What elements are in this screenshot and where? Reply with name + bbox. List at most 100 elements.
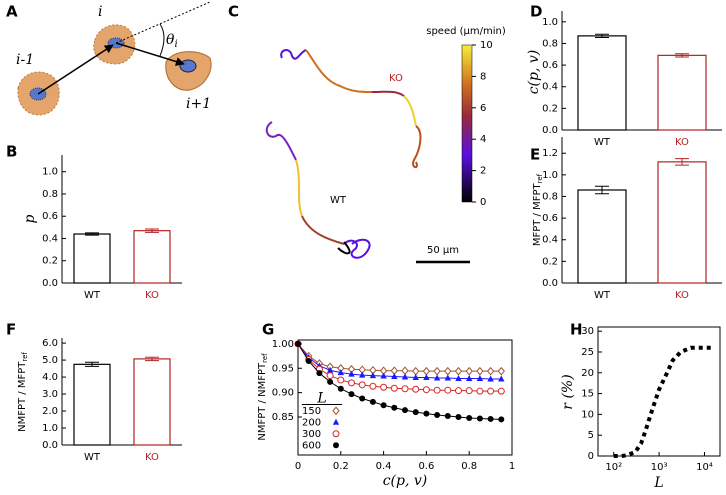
trajectory bbox=[295, 159, 303, 217]
angle-subscript: i bbox=[174, 39, 177, 50]
x-tick-label: WT bbox=[84, 452, 101, 463]
y-tick-label: 1.0 bbox=[42, 423, 58, 434]
y-tick-label: 3.0 bbox=[42, 389, 58, 400]
plot-frame bbox=[297, 339, 513, 456]
marker bbox=[390, 384, 398, 392]
bar bbox=[577, 35, 627, 131]
marker bbox=[380, 402, 387, 409]
marker bbox=[402, 407, 408, 414]
marker bbox=[422, 386, 430, 394]
x-tick-label: WT bbox=[84, 290, 101, 301]
y-tick-label: 0.95 bbox=[272, 363, 294, 374]
y-tick-label: 0 bbox=[588, 451, 594, 462]
marker bbox=[497, 366, 505, 376]
marker bbox=[498, 416, 505, 423]
marker bbox=[337, 369, 344, 376]
cell-label: i bbox=[98, 4, 102, 20]
marker bbox=[444, 374, 451, 381]
error-bar bbox=[145, 228, 159, 233]
y-axis-label-text: r (%) bbox=[560, 374, 576, 409]
y-tick-label: 0.4 bbox=[542, 235, 558, 246]
series-line bbox=[613, 345, 713, 458]
marker bbox=[455, 387, 462, 395]
marker bbox=[465, 387, 473, 395]
y-axis-label-text: NMFPT / MFPT bbox=[17, 361, 28, 432]
marker bbox=[391, 373, 398, 380]
diagram: A i-1 i i+1 θi bbox=[6, 1, 212, 116]
y-tick-label: 10 bbox=[581, 409, 594, 420]
y-tick-label: 30 bbox=[581, 326, 594, 337]
y-tick-label: 5.0 bbox=[42, 355, 58, 366]
legend-label: 300 bbox=[302, 429, 321, 440]
marker bbox=[401, 385, 409, 393]
y-tick-label: 25 bbox=[581, 347, 594, 358]
x-axis-label: L bbox=[653, 475, 663, 491]
x-tick-label: KO bbox=[145, 452, 159, 463]
y-axis-label-text: p bbox=[22, 214, 38, 223]
panel-label: B bbox=[6, 143, 17, 161]
x-tick-label: KO bbox=[675, 290, 689, 301]
arrow bbox=[37, 44, 114, 95]
marker bbox=[401, 373, 409, 380]
y-tick-label: 2.0 bbox=[42, 406, 58, 417]
error-bar bbox=[675, 158, 689, 166]
marker bbox=[316, 370, 323, 377]
trajectory bbox=[265, 121, 297, 161]
error-bar bbox=[145, 356, 159, 362]
colorbar-tick-label: 10 bbox=[480, 40, 493, 51]
y-tick-label: 0.6 bbox=[542, 213, 558, 224]
y-tick-label: 4.0 bbox=[42, 372, 58, 383]
marker bbox=[380, 372, 387, 379]
x-tick-label: 10⁴ bbox=[696, 462, 713, 473]
trajectory bbox=[305, 49, 373, 93]
marker bbox=[348, 370, 355, 377]
marker bbox=[466, 414, 473, 421]
x-tick-label: 10³ bbox=[651, 462, 668, 473]
panel-label: H bbox=[570, 321, 583, 339]
y-tick-label: 1.0 bbox=[542, 17, 558, 28]
angle-label: θi bbox=[166, 32, 178, 50]
error-bar bbox=[85, 232, 99, 236]
y-axis-label-subscript: ref bbox=[261, 353, 269, 363]
y-tick-label: 0.6 bbox=[42, 211, 58, 222]
trajectory bbox=[343, 238, 371, 259]
marker bbox=[444, 366, 452, 376]
y-tick-label: 15 bbox=[581, 389, 594, 400]
x-axis-label: c(p, v) bbox=[383, 473, 428, 489]
bar bbox=[133, 358, 171, 446]
legend-title: L bbox=[316, 391, 326, 407]
marker bbox=[423, 374, 430, 381]
y-tick-label: 0.8 bbox=[542, 191, 558, 202]
y-tick-label: 0.4 bbox=[542, 82, 558, 93]
cell-label: i-1 bbox=[16, 52, 34, 68]
x-tick-label: 0.2 bbox=[333, 461, 349, 472]
trajectory bbox=[412, 125, 422, 168]
colorbar-tick-label: 2 bbox=[480, 166, 486, 177]
marker bbox=[498, 375, 505, 382]
marker bbox=[487, 387, 495, 395]
x-tick-label: 0 bbox=[295, 461, 301, 472]
marker bbox=[359, 371, 366, 378]
marker bbox=[359, 395, 366, 402]
y-tick-label: 0.4 bbox=[42, 233, 58, 244]
trajectory-label: KO bbox=[389, 73, 403, 84]
marker bbox=[327, 378, 334, 385]
angle-symbol: θ bbox=[166, 32, 175, 48]
marker bbox=[476, 366, 484, 376]
marker bbox=[434, 412, 441, 419]
marker bbox=[326, 366, 334, 373]
marker bbox=[455, 413, 462, 420]
marker bbox=[348, 379, 355, 387]
marker bbox=[465, 366, 473, 376]
y-axis-label: r (%) bbox=[560, 374, 576, 409]
trajectory bbox=[280, 49, 307, 60]
x-tick-label: 0.4 bbox=[376, 461, 392, 472]
panel-label: C bbox=[228, 3, 239, 21]
marker bbox=[412, 409, 419, 416]
marker bbox=[337, 385, 344, 392]
colorbar bbox=[461, 44, 473, 203]
bar bbox=[657, 161, 707, 284]
colorbar-tick-label: 6 bbox=[480, 103, 486, 114]
y-tick-label: 6.0 bbox=[42, 338, 58, 349]
marker bbox=[326, 372, 334, 380]
